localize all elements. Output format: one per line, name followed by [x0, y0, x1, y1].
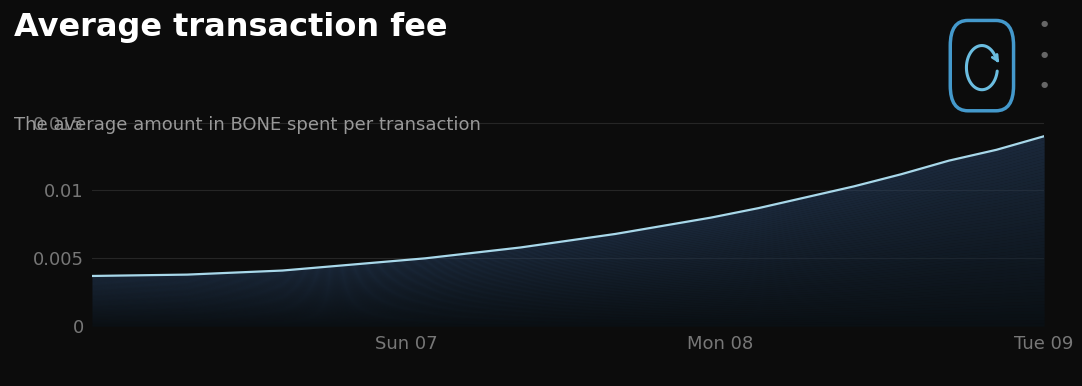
- Text: The average amount in BONE spent per transaction: The average amount in BONE spent per tra…: [14, 116, 480, 134]
- Text: Average transaction fee: Average transaction fee: [14, 12, 448, 42]
- Text: ●: ●: [1041, 49, 1047, 59]
- Text: ●: ●: [1041, 19, 1047, 28]
- Text: ●: ●: [1041, 80, 1047, 90]
- FancyBboxPatch shape: [950, 20, 1014, 111]
